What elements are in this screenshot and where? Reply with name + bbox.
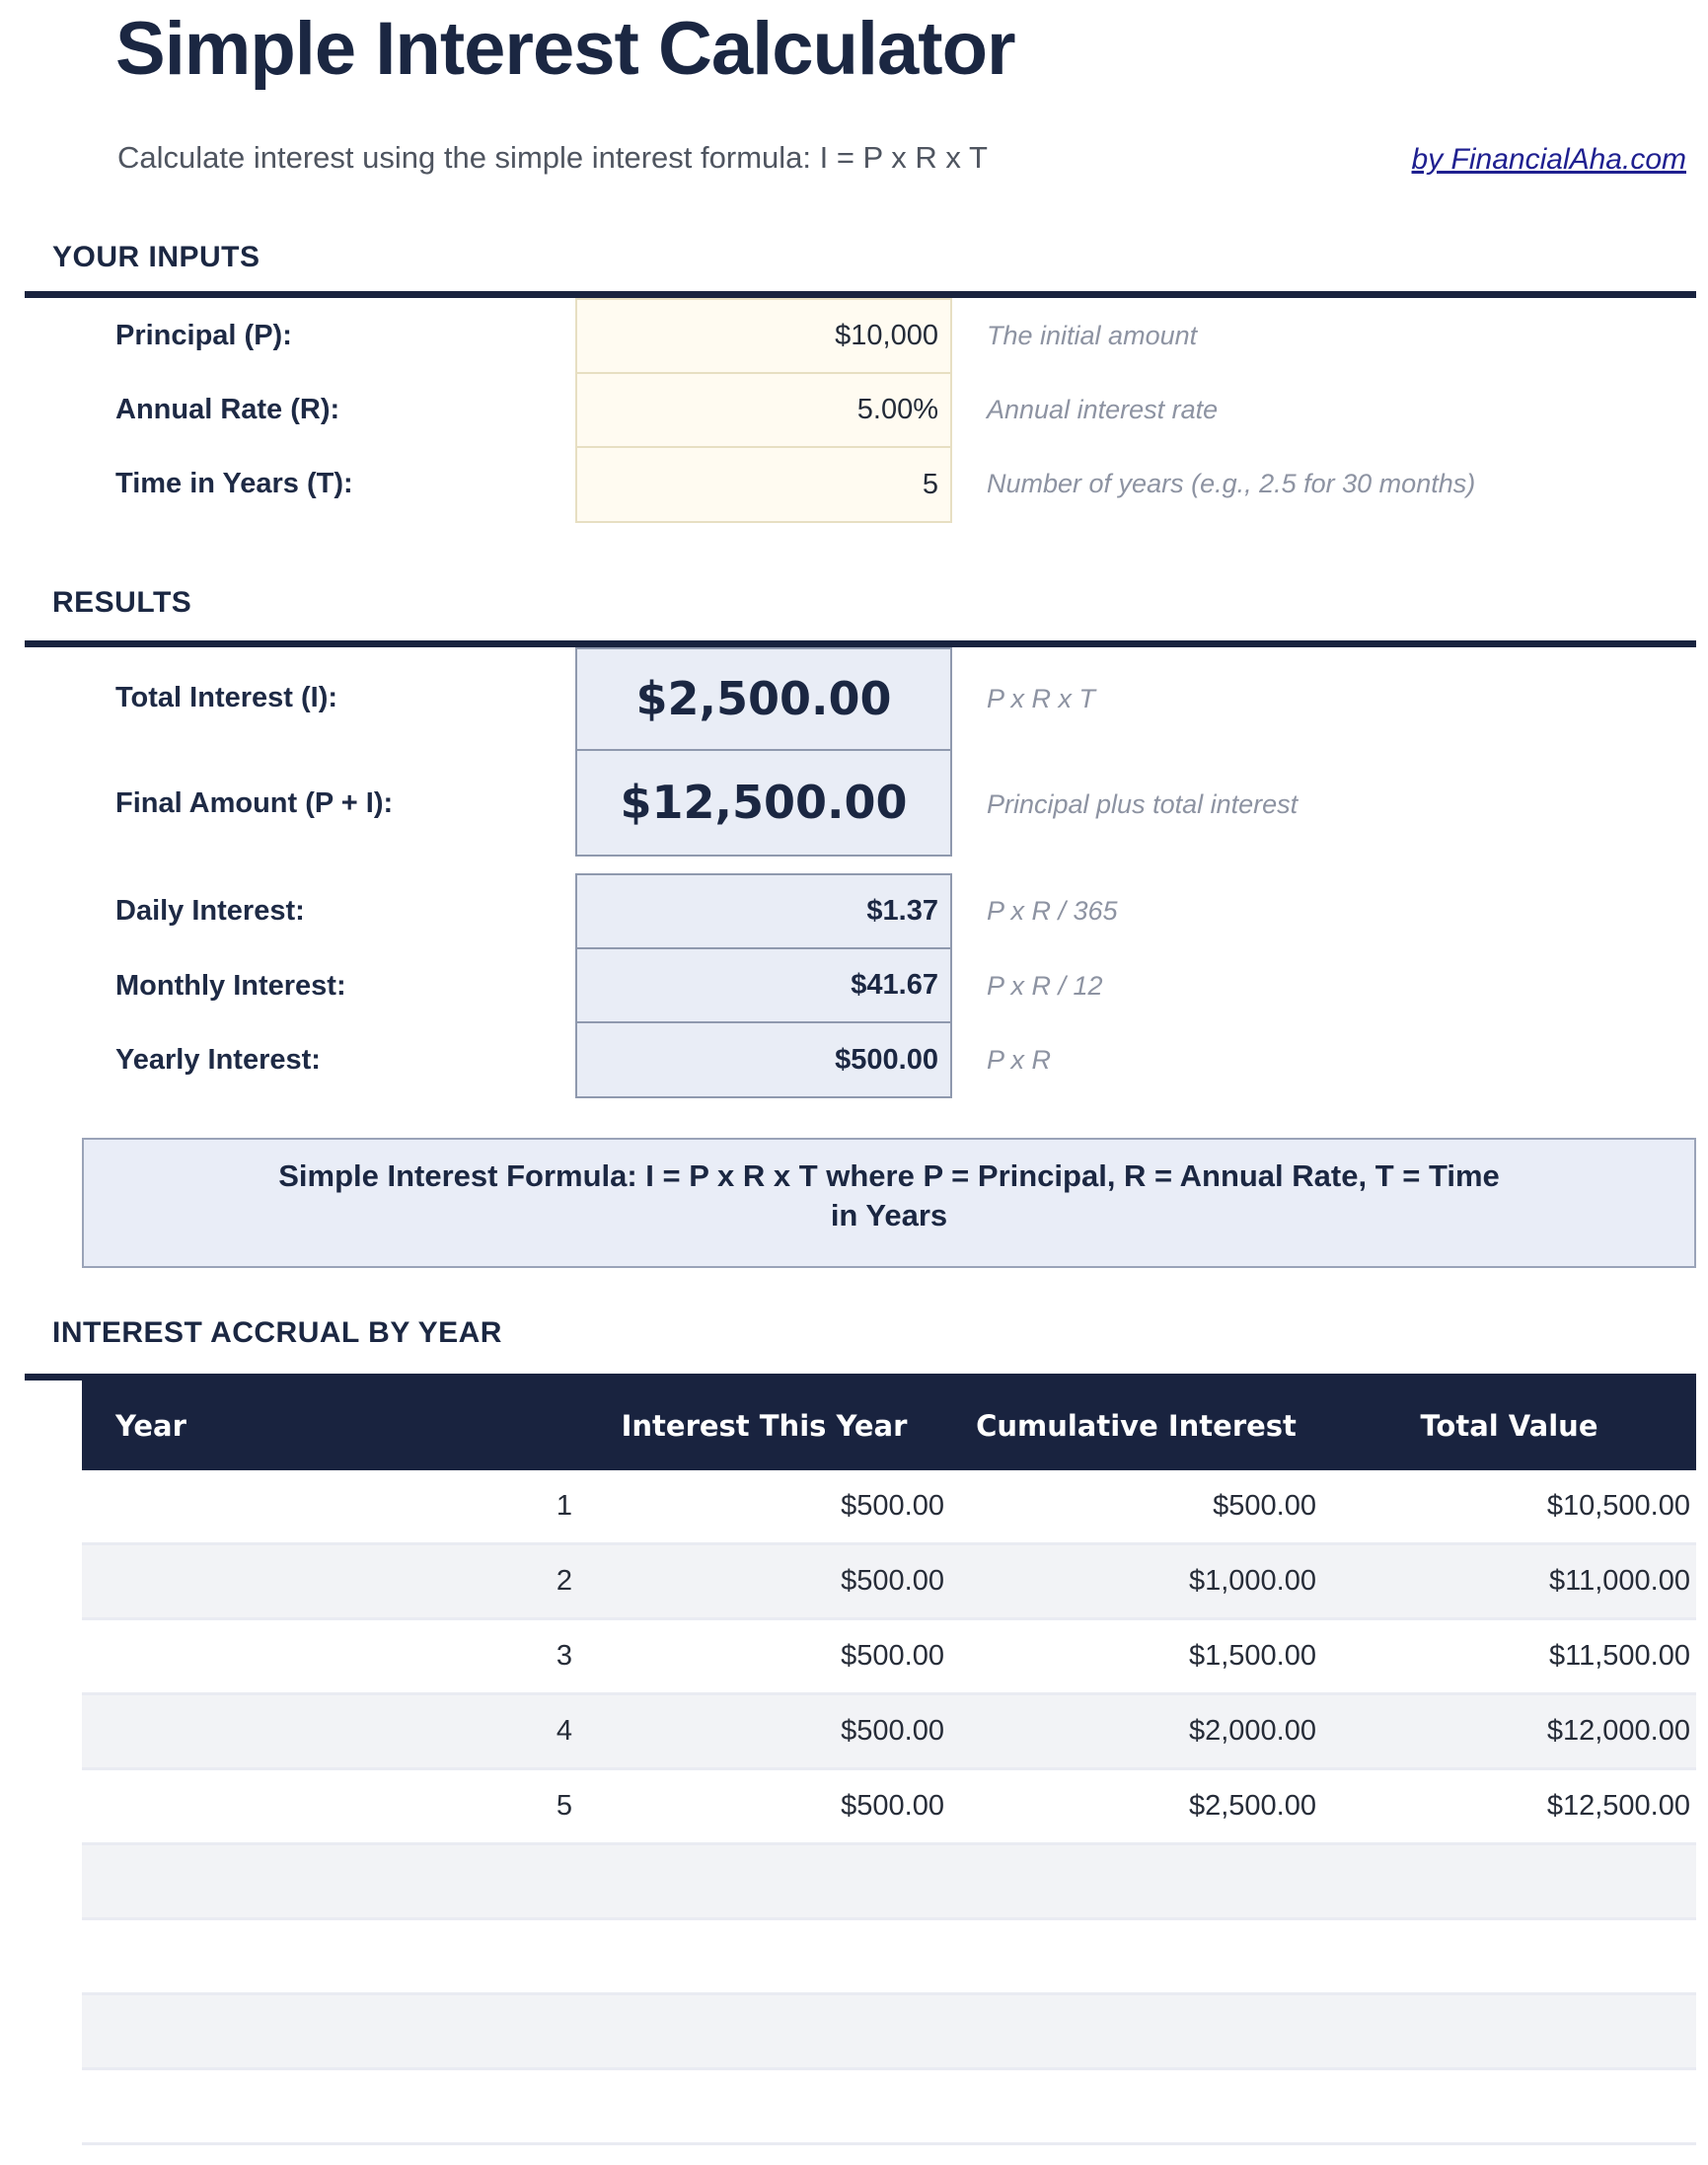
- table-cell: $2,500.00: [1188, 1790, 1316, 1822]
- daily-interest-hint: P x R / 365: [987, 896, 1118, 926]
- table-cell: $1,000.00: [1188, 1565, 1316, 1597]
- results-secondary-values: $1.37 $41.67 $500.00: [575, 873, 952, 1098]
- table-cell: 4: [556, 1715, 572, 1747]
- table-row: [82, 1995, 1696, 2070]
- total-interest-value: $2,500.00: [577, 649, 950, 751]
- column-header-cumulative-interest: Cumulative Interest: [976, 1408, 1297, 1443]
- table-cell: $12,500.00: [1546, 1790, 1690, 1822]
- accrual-section-divider: [25, 1374, 1696, 1381]
- annual-rate-label: Annual Rate (R):: [115, 394, 340, 425]
- column-header-interest-this-year: Interest This Year: [621, 1408, 908, 1443]
- results-section-heading: RESULTS: [52, 586, 192, 619]
- annual-rate-input[interactable]: 5.00%: [577, 374, 950, 448]
- table-row: 1 $500.00 $500.00 $10,500.00: [82, 1470, 1696, 1545]
- table-row: 5 $500.00 $2,500.00 $12,500.00: [82, 1770, 1696, 1845]
- table-cell: $500.00: [841, 1490, 944, 1522]
- table-cell: $2,000.00: [1188, 1715, 1316, 1747]
- inputs-section-heading: YOUR INPUTS: [52, 241, 260, 273]
- table-cell: 5: [556, 1790, 572, 1822]
- inputs-section-divider: [25, 291, 1696, 298]
- formula-banner: Simple Interest Formula: I = P x R x T w…: [82, 1138, 1696, 1268]
- table-cell: $12,000.00: [1546, 1715, 1690, 1747]
- table-cell: $500.00: [841, 1640, 944, 1672]
- daily-interest-label: Daily Interest:: [115, 895, 305, 927]
- final-amount-label: Final Amount (P + I):: [115, 787, 394, 819]
- formula-line-2: in Years: [830, 1198, 948, 1232]
- principal-input[interactable]: $10,000: [577, 300, 950, 374]
- table-cell: $500.00: [1213, 1490, 1316, 1522]
- daily-interest-value: $1.37: [577, 875, 950, 949]
- table-cell: $11,000.00: [1549, 1565, 1690, 1597]
- principal-hint: The initial amount: [987, 321, 1198, 350]
- table-cell: $10,500.00: [1546, 1490, 1690, 1522]
- table-row: 4 $500.00 $2,000.00 $12,000.00: [82, 1695, 1696, 1770]
- accrual-section-heading: INTEREST ACCRUAL BY YEAR: [52, 1316, 502, 1349]
- table-cell: $500.00: [841, 1790, 944, 1822]
- monthly-interest-hint: P x R / 12: [987, 971, 1103, 1001]
- table-row: 2 $500.00 $1,000.00 $11,000.00: [82, 1545, 1696, 1620]
- page-title: Simple Interest Calculator: [115, 7, 1016, 91]
- final-amount-value: $12,500.00: [620, 776, 908, 829]
- time-in-years-input[interactable]: 5: [922, 469, 938, 500]
- monthly-interest-label: Monthly Interest:: [115, 970, 346, 1002]
- total-interest-hint: P x R x T: [987, 684, 1096, 713]
- table-row: [82, 2070, 1696, 2145]
- table-cell: 2: [556, 1565, 572, 1597]
- yearly-interest-value: $500.00: [835, 1044, 938, 1076]
- table-cell: 3: [556, 1640, 572, 1672]
- table-cell: 1: [556, 1490, 572, 1522]
- results-primary-values: $2,500.00 $12,500.00: [575, 647, 952, 857]
- monthly-interest-value: $41.67: [577, 949, 950, 1023]
- table-cell: $11,500.00: [1549, 1640, 1690, 1672]
- table-row: [82, 1920, 1696, 1995]
- table-cell: $500.00: [841, 1565, 944, 1597]
- credit-link[interactable]: by FinancialAha.com: [1411, 143, 1686, 176]
- accrual-table-header: Year Interest This Year Cumulative Inter…: [82, 1381, 1696, 1470]
- inputs-value-column: $10,000 5.00% 5: [575, 298, 952, 523]
- accrual-table-body: 1 $500.00 $500.00 $10,500.00 2 $500.00 $1,000.…: [82, 1470, 1696, 2145]
- final-amount-hint: Principal plus total interest: [987, 789, 1299, 819]
- results-section-divider: [25, 640, 1696, 647]
- formula-line-1: Simple Interest Formula: I = P x R x T w…: [278, 1158, 1500, 1193]
- column-header-total-value: Total Value: [1420, 1408, 1598, 1443]
- time-in-years-label: Time in Years (T):: [115, 468, 353, 499]
- yearly-interest-hint: P x R: [987, 1045, 1052, 1075]
- table-row: [82, 1845, 1696, 1920]
- table-cell: $500.00: [841, 1715, 944, 1747]
- table-row: 3 $500.00 $1,500.00 $11,500.00: [82, 1620, 1696, 1695]
- total-interest-label: Total Interest (I):: [115, 682, 338, 713]
- time-in-years-hint: Number of years (e.g., 2.5 for 30 months…: [987, 469, 1476, 498]
- annual-rate-hint: Annual interest rate: [987, 395, 1219, 424]
- table-cell: $1,500.00: [1188, 1640, 1316, 1672]
- yearly-interest-label: Yearly Interest:: [115, 1044, 321, 1076]
- principal-label: Principal (P):: [115, 320, 292, 351]
- column-header-year: Year: [115, 1408, 186, 1443]
- page-subtitle: Calculate interest using the simple inte…: [117, 140, 988, 175]
